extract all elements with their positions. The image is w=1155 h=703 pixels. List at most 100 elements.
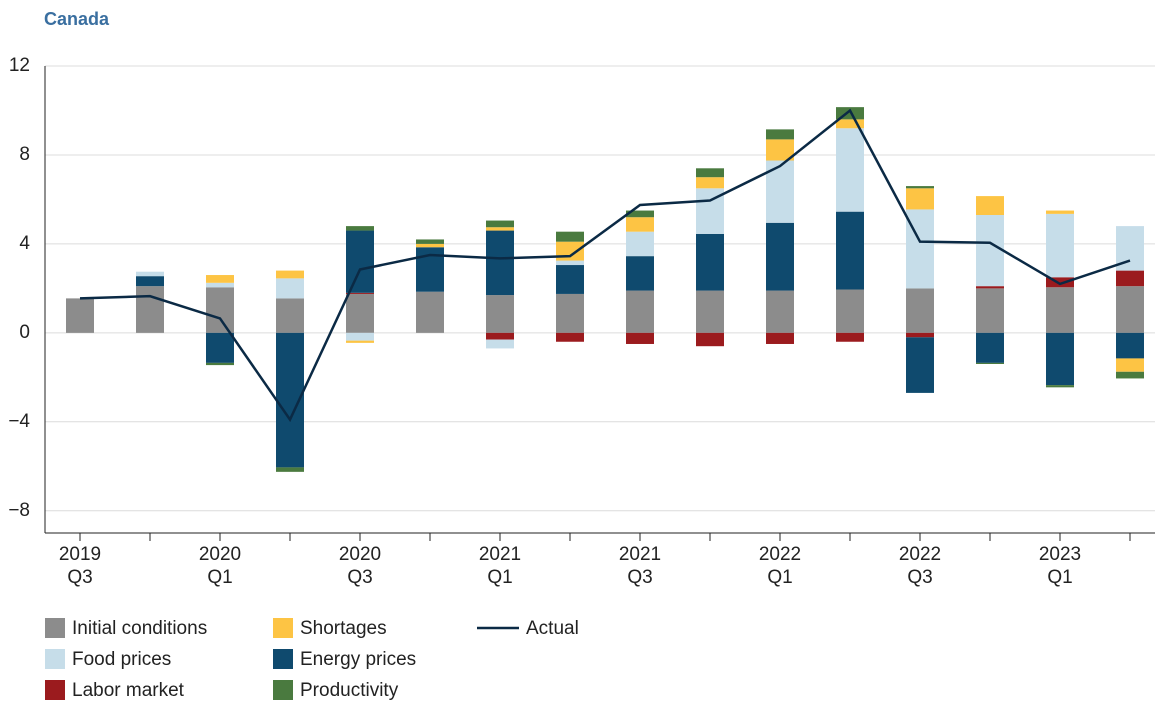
bar-segment <box>346 230 374 293</box>
y-tick-label: −8 <box>8 500 30 521</box>
bar-segment <box>276 270 304 279</box>
bar-segment <box>276 467 304 472</box>
legend-swatch <box>273 649 293 669</box>
bar-segment <box>836 119 864 129</box>
bar-segment <box>486 295 514 333</box>
bar-segment <box>626 210 654 218</box>
x-tick-label: 2022 Q3 <box>898 544 942 588</box>
legend-label: Initial conditions <box>72 618 207 639</box>
bar-segment <box>556 265 584 294</box>
bar-segment <box>136 276 164 287</box>
bar-segment <box>906 332 934 338</box>
bar-segment <box>836 289 864 333</box>
bar-segment <box>486 339 514 349</box>
bar-segment <box>626 290 654 333</box>
bar-segment <box>556 332 584 342</box>
bar-segment <box>1046 332 1074 386</box>
bar-segment <box>416 243 444 248</box>
bar-segment <box>626 332 654 344</box>
bar-segment <box>136 286 164 333</box>
y-tick-label: 12 <box>9 55 30 76</box>
y-tick-label: 8 <box>19 144 30 165</box>
x-tick-label: 2021 Q1 <box>478 544 522 588</box>
bar-segment <box>836 211 864 290</box>
legend-label: Labor market <box>72 680 185 701</box>
bar-segment <box>976 332 1004 363</box>
bar-segment <box>696 290 724 333</box>
bar-segment <box>766 332 794 344</box>
x-tick-label: 2020 Q1 <box>198 544 242 588</box>
chart-title: Canada <box>44 9 110 29</box>
bar-segment <box>976 196 1004 215</box>
y-tick-label: −4 <box>8 411 30 432</box>
bar-segment <box>276 298 304 333</box>
legend-swatch <box>273 618 293 638</box>
y-tick-label: 4 <box>19 233 30 254</box>
bar-segment <box>346 332 374 341</box>
bar-segment <box>626 217 654 232</box>
bar-segment <box>976 288 1004 333</box>
legend-swatch <box>45 618 65 638</box>
bar-segment <box>766 139 794 161</box>
x-tick-label: 2019 Q3 <box>58 544 102 588</box>
bar-segment <box>556 231 584 242</box>
bar-segment <box>976 362 1004 364</box>
bar-segment <box>346 292 374 294</box>
bar-segment <box>906 186 934 189</box>
legend-swatch <box>45 680 65 700</box>
bar-segment <box>416 291 444 333</box>
bar-segment <box>206 332 234 363</box>
bar-segment <box>346 226 374 231</box>
actual-line <box>79 108 1131 423</box>
bar-segment <box>836 128 864 212</box>
bar-segment <box>836 332 864 342</box>
legend-label: Energy prices <box>300 649 416 670</box>
bar-segment <box>906 337 934 393</box>
bar-segment <box>1116 270 1144 287</box>
bar-segment <box>66 298 94 333</box>
legend-label: Actual <box>526 618 579 639</box>
bar-segment <box>766 129 794 140</box>
bar-segment <box>1046 287 1074 333</box>
bar-segment <box>766 222 794 291</box>
bar-segment <box>1046 210 1074 214</box>
bar-segment <box>1046 213 1074 278</box>
legend-swatch <box>273 680 293 700</box>
x-tick-label: 2022 Q1 <box>758 544 802 588</box>
y-tick-label: 0 <box>19 322 30 343</box>
bar-segment <box>976 214 1004 287</box>
x-tick-label: 2023 Q1 <box>1038 544 1082 588</box>
bar-segment <box>1116 358 1144 372</box>
bar-segment <box>696 233 724 291</box>
bar-segment <box>556 260 584 266</box>
bar-segment <box>626 231 654 257</box>
bar-segment <box>1116 286 1144 333</box>
bar-segment <box>906 188 934 210</box>
legend-swatch <box>45 649 65 669</box>
bar-segment <box>556 241 584 261</box>
legend-label: Food prices <box>72 649 171 670</box>
bar-segment <box>346 340 374 343</box>
bar-segment <box>556 293 584 333</box>
bar-segment <box>206 282 234 288</box>
bar-segment <box>206 287 234 333</box>
bar-segment <box>626 256 654 291</box>
bar-segment <box>206 275 234 283</box>
bar-segment <box>486 227 514 231</box>
bar-segment <box>1046 385 1074 388</box>
bar-segment <box>416 239 444 244</box>
bar-segment <box>1116 371 1144 379</box>
bar-segment <box>976 286 1004 289</box>
bar-segment <box>486 220 514 228</box>
bar-segment <box>766 290 794 333</box>
bar-segment <box>346 293 374 333</box>
x-tick-label: 2021 Q3 <box>618 544 662 588</box>
bar-segment <box>1116 332 1144 359</box>
bar-segment <box>276 278 304 299</box>
bar-segment <box>696 332 724 347</box>
bar-segment <box>486 230 514 296</box>
legend-label: Productivity <box>300 680 399 701</box>
bar-segment <box>136 271 164 277</box>
bar-segment <box>1046 277 1074 288</box>
bar-segment <box>696 168 724 178</box>
